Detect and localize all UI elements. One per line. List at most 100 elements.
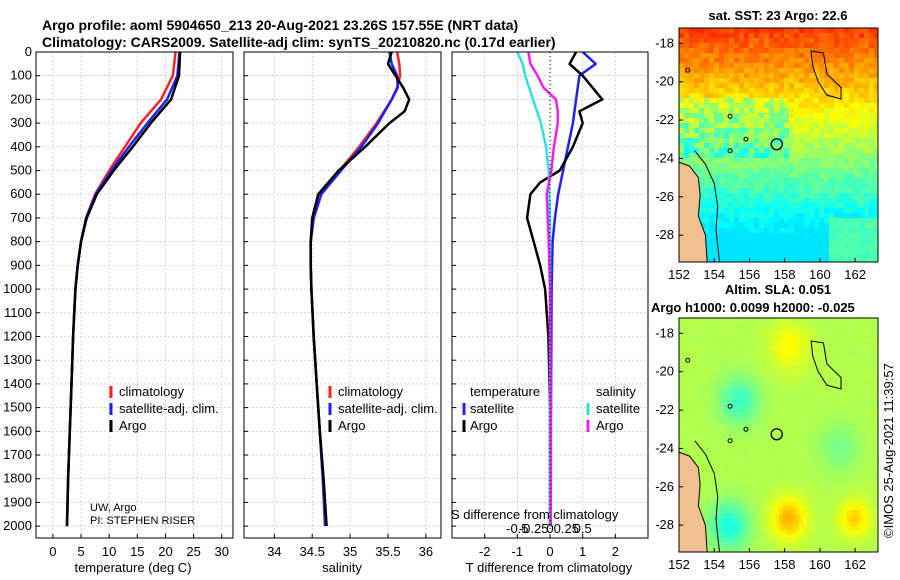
map-cell [704, 103, 710, 109]
map-cell [744, 108, 750, 114]
map-cell [751, 410, 756, 415]
map-cell [714, 63, 720, 69]
map-cell [779, 128, 785, 134]
map-cell [844, 218, 850, 224]
map-cell [835, 530, 840, 535]
map-cell [695, 374, 700, 379]
map-cell [735, 438, 740, 443]
map-cell [727, 518, 732, 523]
sla-map-title: Altim. SLA: 0.051 [725, 282, 831, 297]
map-cell [723, 478, 728, 483]
map-cell [729, 88, 735, 94]
map-cell [871, 530, 876, 535]
map-cell [754, 183, 760, 189]
map-cell [723, 450, 728, 455]
series-line-argo [309, 52, 411, 527]
map-cell [843, 370, 848, 375]
map-cell [744, 58, 750, 64]
map-cell [699, 394, 704, 399]
map-cell [679, 350, 684, 355]
map-cell [847, 386, 852, 391]
map-cell [843, 338, 848, 343]
map-cell [743, 542, 748, 547]
map-cell [707, 502, 712, 507]
map-cell [751, 538, 756, 543]
map-cell [859, 238, 865, 244]
map-cell [694, 48, 700, 54]
map-cell [827, 478, 832, 483]
map-cell [799, 173, 805, 179]
map-cell [707, 342, 712, 347]
map-cell [839, 522, 844, 527]
map-cell [839, 322, 844, 327]
map-cell [815, 430, 820, 435]
map-cell [729, 38, 735, 44]
map-cell [687, 350, 692, 355]
map-cell [835, 330, 840, 335]
map-cell [839, 374, 844, 379]
map-cell [751, 430, 756, 435]
map-cell [704, 198, 710, 204]
map-cell [784, 73, 790, 79]
y-tick-label: 1400 [3, 376, 32, 391]
map-cell [731, 458, 736, 463]
map-cell [751, 326, 756, 331]
map-cell [823, 482, 828, 487]
map-cell [771, 450, 776, 455]
map-cell [835, 438, 840, 443]
map-cell [829, 183, 835, 189]
map-cell [764, 208, 770, 214]
map-cell [847, 466, 852, 471]
map-cell [723, 538, 728, 543]
map-cell [743, 422, 748, 427]
map-cell [847, 366, 852, 371]
map-cell [799, 346, 804, 351]
map-cell [783, 438, 788, 443]
map-cell [875, 474, 878, 479]
map-cell [763, 394, 768, 399]
map-cell [839, 402, 844, 407]
map-cell [819, 248, 825, 254]
map-cell [724, 123, 730, 129]
map-cell [699, 386, 704, 391]
map-cell [783, 518, 788, 523]
map-cell [684, 98, 690, 104]
map-cell [804, 168, 810, 174]
map-cell [739, 108, 745, 114]
map-cell [867, 430, 872, 435]
map-cell [724, 33, 730, 39]
map-cell [795, 506, 800, 511]
map-cell [749, 218, 755, 224]
map-cell [709, 133, 715, 139]
map-cell [789, 168, 795, 174]
map-cell [715, 438, 720, 443]
map-cell [814, 258, 820, 262]
y-tick-label: 1300 [3, 352, 32, 367]
map-cell [759, 478, 764, 483]
map-cell [719, 514, 724, 519]
map-cell [699, 414, 704, 419]
map-cell [764, 193, 770, 199]
map-cell [804, 203, 810, 209]
map-cell [843, 330, 848, 335]
map-cell [855, 414, 860, 419]
map-cell [719, 486, 724, 491]
map-cell [867, 454, 872, 459]
map-cell [827, 458, 832, 463]
map-cell [815, 434, 820, 439]
map-cell [767, 530, 772, 535]
map-cell [771, 366, 776, 371]
map-cell [819, 402, 824, 407]
map-cell [747, 462, 752, 467]
map-cell [779, 318, 784, 323]
map-cell [829, 133, 835, 139]
map-cell [775, 378, 780, 383]
map-cell [734, 48, 740, 54]
map-cell [803, 370, 808, 375]
map-cell [711, 326, 716, 331]
map-cell [824, 113, 830, 119]
map-cell [811, 362, 816, 367]
map-cell [874, 193, 878, 199]
map-cell [767, 466, 772, 471]
map-cell [819, 213, 825, 219]
